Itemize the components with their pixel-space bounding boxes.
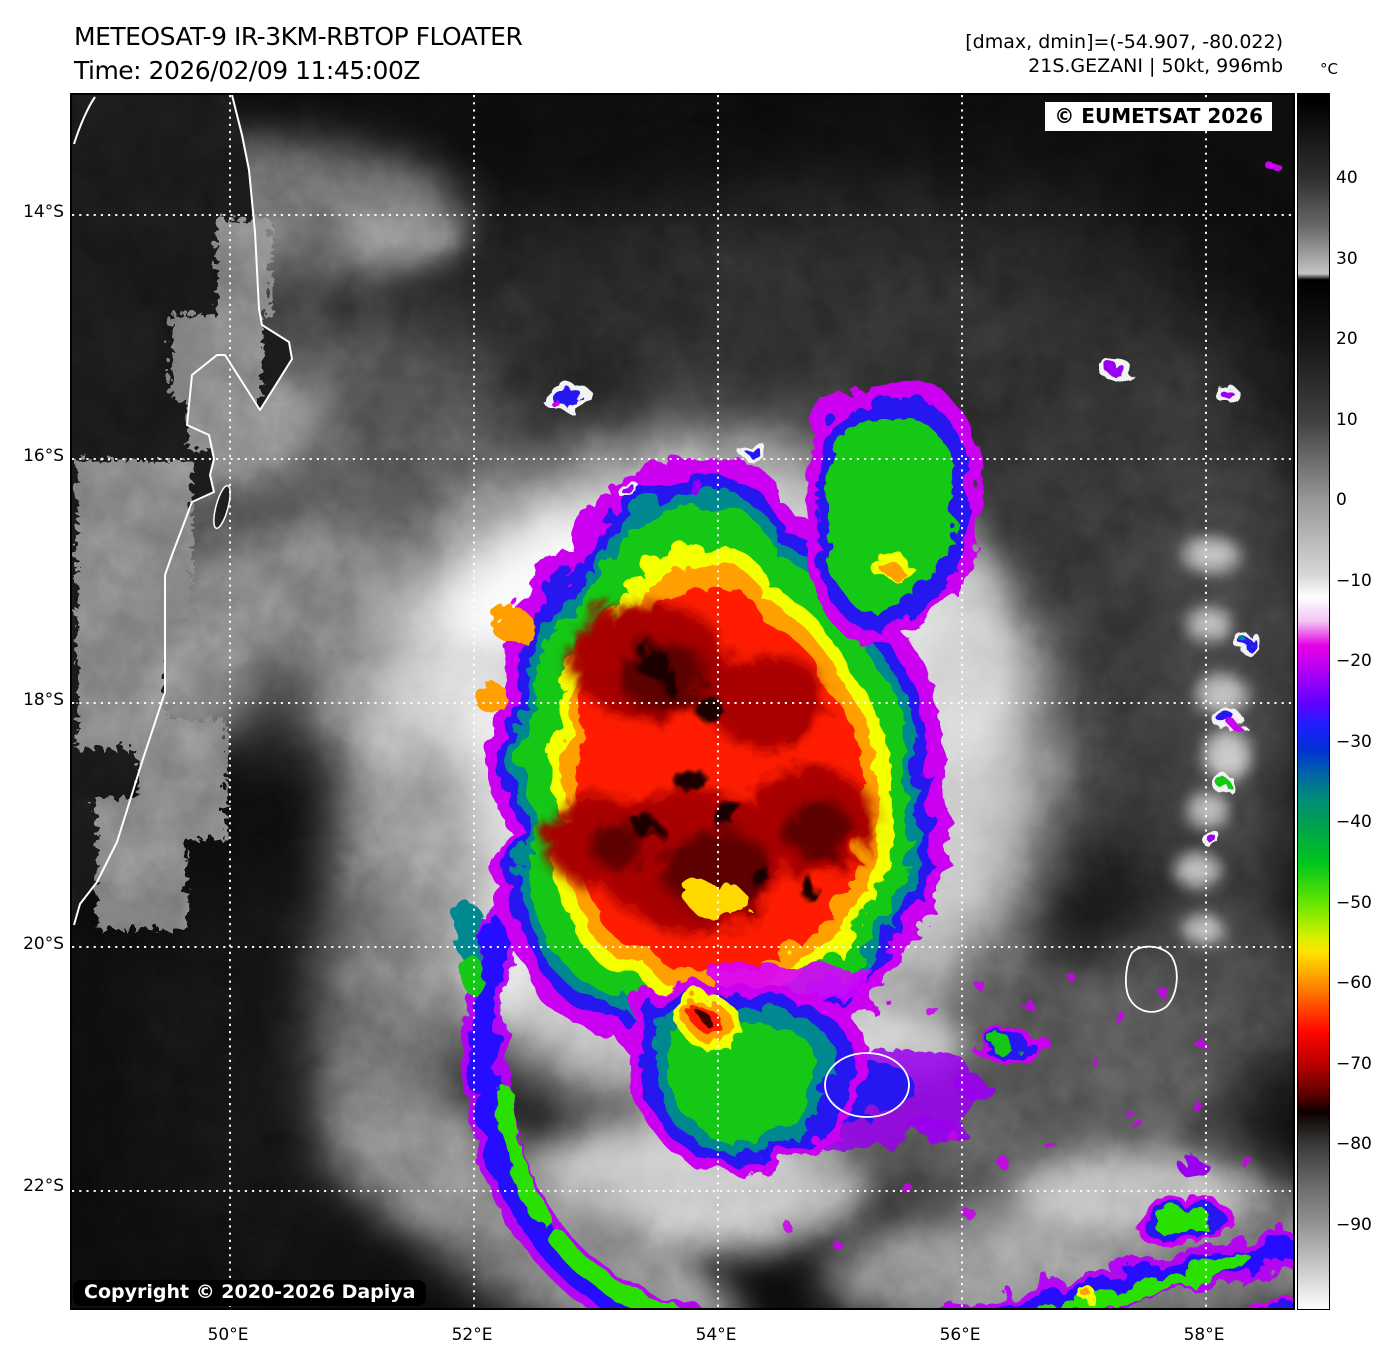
graticule: [72, 95, 1293, 1308]
west-orange-patch-2: [466, 676, 502, 704]
spiral-tail-band: [456, 903, 1293, 1308]
timestamp: Time: 2026/02/09 11:45:00Z: [74, 56, 421, 85]
satellite-map-canvas: [72, 95, 1293, 1308]
colorbar-tick-n90: −90: [1336, 1215, 1372, 1235]
satellite-map: © EUMETSAT 2026 Copyright © 2020-2026 Da…: [70, 93, 1295, 1310]
isolated-cold-specks: [535, 153, 1272, 1169]
colorbar-tick-n70: −70: [1336, 1054, 1372, 1074]
west-orange-patch: [485, 604, 529, 636]
provider-badge: © EUMETSAT 2026: [1045, 102, 1272, 131]
lat-label-16s: 16°S: [23, 446, 64, 466]
tail-upper-green-blob: [1127, 1190, 1227, 1240]
colorbar-tick-n10: −10: [1336, 571, 1372, 591]
inner-warm-notch: [682, 877, 742, 913]
page-title: METEOSAT-9 IR-3KM-RBTOP FLOATER: [74, 22, 523, 51]
lon-label-56e: 56°E: [939, 1325, 981, 1345]
colorbar-tick-0: 0: [1336, 490, 1347, 510]
southern-convective-lobe: [623, 957, 867, 1170]
copyright-badge: Copyright © 2020-2026 Dapiya: [73, 1280, 427, 1306]
dmax-dmin-readout: [dmax, dmin]=(-54.907, -80.022): [965, 31, 1283, 53]
lon-label-52e: 52°E: [451, 1325, 493, 1345]
colorbar-tick-40: 40: [1336, 168, 1358, 188]
colorbar-tick-30: 30: [1336, 249, 1358, 269]
colorbar-tick-n20: −20: [1336, 651, 1372, 671]
colorbar-tick-n60: −60: [1336, 973, 1372, 993]
bottom-corner-band-core: [1250, 1293, 1293, 1308]
colorbar-tick-10: 10: [1336, 410, 1358, 430]
west-green-sliver: [454, 947, 474, 987]
colorbar-tick-n80: −80: [1336, 1134, 1372, 1154]
colorbar-tick-20: 20: [1336, 329, 1358, 349]
lat-label-22s: 22°S: [23, 1176, 64, 1196]
lat-label-18s: 18°S: [23, 690, 64, 710]
temperature-colorbar: [1297, 93, 1330, 1310]
lat-label-20s: 20°S: [23, 934, 64, 954]
storm-status: 21S.GEZANI | 50kt, 996mb: [1028, 55, 1283, 77]
colorbar-unit-label: °C: [1320, 60, 1338, 78]
coldest-pixels: [631, 641, 811, 891]
magenta-flecks: [773, 965, 1246, 1248]
cyclone-color-enhancement: [448, 153, 1293, 1308]
header-right: [dmax, dmin]=(-54.907, -80.022) 21S.GEZA…: [965, 30, 1283, 78]
reunion-island-outline: [824, 1052, 910, 1118]
lat-label-14s: 14°S: [23, 202, 64, 222]
west-teal-sliver: [448, 895, 476, 955]
colorbar-tick-n40: −40: [1336, 812, 1372, 832]
mauritius-island-outline: [1125, 945, 1178, 1013]
lon-label-54e: 54°E: [695, 1325, 737, 1345]
lon-label-50e: 50°E: [207, 1325, 249, 1345]
colorbar-tick-n30: −30: [1336, 732, 1372, 752]
storm-core-rings: [448, 449, 944, 1067]
lon-label-58e: 58°E: [1183, 1325, 1225, 1345]
northeast-convective-lobe: [801, 376, 977, 638]
tail-orange-core: [1079, 1287, 1089, 1295]
colorbar-tick-n50: −50: [1336, 893, 1372, 913]
